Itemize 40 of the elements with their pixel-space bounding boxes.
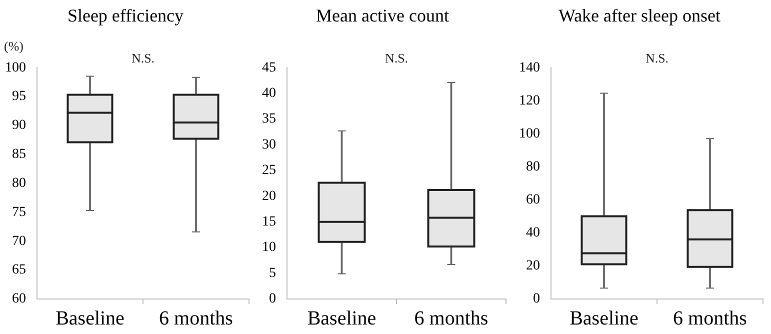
- y-tick-label: 120: [519, 93, 540, 108]
- y-tick-label: 60: [526, 192, 540, 208]
- chart-title: Mean active count: [316, 6, 449, 26]
- x-tick-label: 6 months: [159, 307, 234, 330]
- x-tick-label: Baseline: [56, 307, 125, 330]
- y-tick-label: 0: [269, 292, 276, 307]
- y-tick-label: 95: [12, 89, 26, 104]
- text: N.S.: [645, 50, 669, 66]
- chart-title: Sleep efficiency: [67, 6, 184, 26]
- y-tick-label: 100: [5, 60, 26, 76]
- chart-title: Wake after sleep onset: [558, 6, 720, 26]
- y-tick-label: 25: [262, 163, 276, 178]
- y-tick-label: 100: [519, 126, 540, 142]
- x-tick-label: Baseline: [570, 307, 639, 330]
- y-tick-label: 80: [526, 159, 540, 174]
- y-tick-label: 75: [12, 204, 26, 220]
- y-tick-label: 0: [533, 292, 540, 307]
- y-tick-label: 40: [262, 86, 276, 101]
- y-tick-label: 30: [262, 137, 276, 152]
- y-tick-label: 65: [12, 262, 26, 278]
- y-axis-title: (%): [4, 38, 24, 54]
- x-tick-label: 6 months: [414, 307, 488, 330]
- y-tick-label: 20: [526, 258, 540, 274]
- y-tick-label: 85: [12, 147, 26, 162]
- y-tick-label: 80: [12, 176, 26, 191]
- y-tick-label: 10: [262, 240, 276, 256]
- y-tick-label: 45: [262, 60, 276, 76]
- y-tick-label: 20: [262, 188, 276, 204]
- x-tick-label: Baseline: [307, 307, 376, 330]
- y-tick-label: 40: [526, 226, 540, 241]
- y-tick-label: 70: [12, 234, 26, 249]
- y-tick-label: 5: [269, 266, 276, 281]
- y-tick-label: 90: [12, 118, 26, 134]
- y-tick-label: 140: [519, 60, 540, 76]
- y-tick-label: 15: [262, 214, 276, 230]
- x-tick-label: 6 months: [673, 307, 748, 330]
- y-tick-label: 35: [262, 112, 276, 127]
- y-tick-label: 60: [12, 292, 26, 307]
- text: N.S.: [384, 50, 408, 66]
- text: N.S.: [131, 50, 155, 66]
